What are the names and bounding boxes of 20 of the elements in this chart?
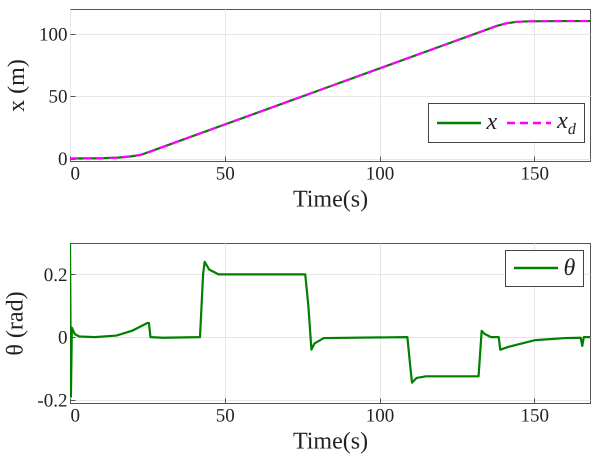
legend-label: x bbox=[486, 109, 498, 136]
x-tick-label: 150 bbox=[520, 406, 550, 426]
y-axis-title: θ (rad) bbox=[2, 291, 28, 356]
y-tick-label: 0 bbox=[58, 328, 68, 349]
line-series bbox=[70, 243, 590, 398]
y-tick-label: 0.2 bbox=[44, 264, 68, 286]
y-tick-label: 50 bbox=[48, 86, 68, 108]
x-tick-label: 100 bbox=[366, 164, 394, 184]
x-axis-title: Time(s) bbox=[292, 186, 368, 212]
y-tick-label: 0 bbox=[58, 149, 68, 170]
y-tick-label: -0.2 bbox=[37, 390, 68, 412]
legend-label: x$_{d}$ bbox=[557, 108, 576, 138]
x-tick-label: 150 bbox=[520, 164, 550, 184]
x-tick-label: 50 bbox=[216, 406, 235, 426]
legend-label: θ bbox=[564, 254, 576, 282]
x-tick-label: 50 bbox=[216, 164, 235, 184]
x-tick-label: 100 bbox=[366, 406, 394, 426]
x-axis-title: Time(s) bbox=[292, 428, 368, 454]
y-tick-label: 100 bbox=[39, 24, 68, 46]
y-axis-title: x (m) bbox=[4, 59, 30, 112]
